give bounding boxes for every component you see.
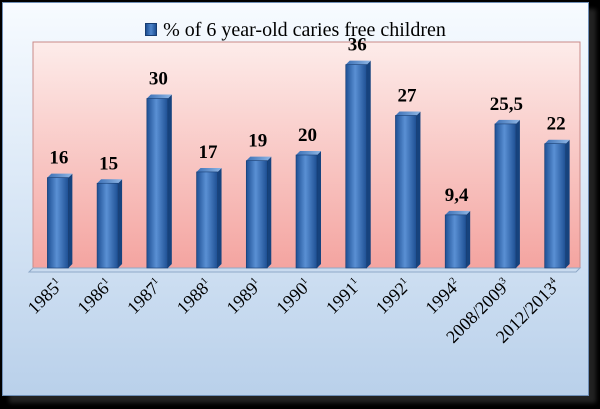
bar-front [146, 98, 169, 269]
x-tick-label: 19881 [173, 275, 216, 318]
x-tick-superscript: 1 [298, 275, 309, 286]
x-tick-superscript: 1 [249, 275, 260, 286]
bar-top [47, 173, 73, 178]
x-tick-superscript: 1 [348, 275, 359, 286]
x-tick-label: 19851 [24, 275, 67, 318]
bar-front [345, 64, 368, 269]
bar-top [146, 94, 172, 99]
bar-front [245, 160, 268, 269]
data-label: 22 [547, 114, 566, 135]
x-tick-label: 19871 [123, 275, 166, 318]
bar-side [167, 94, 172, 268]
bar-top [544, 139, 570, 144]
bar-side [118, 179, 123, 268]
data-label: 15 [99, 153, 118, 174]
bar-front [544, 143, 566, 269]
bar-top [445, 210, 471, 215]
bar-1985 [47, 173, 73, 269]
x-tick-superscript: 1 [99, 275, 110, 286]
bar-side [217, 167, 222, 268]
bar-front [96, 182, 119, 269]
bar-side [317, 151, 321, 268]
bar-1986 [96, 179, 123, 269]
bar-side [416, 111, 421, 268]
bar-side [267, 156, 272, 268]
bar-2012/2013 [544, 139, 570, 269]
x-tick-superscript: 1 [199, 275, 210, 286]
x-tick-label: 19921 [372, 275, 415, 318]
x-tick-superscript: 3 [497, 275, 508, 286]
bar-front [196, 171, 218, 269]
data-label: 25,5 [490, 94, 523, 115]
x-tick-label: 19901 [272, 275, 315, 318]
x-tick-label: 19891 [222, 275, 265, 318]
bar-top [246, 156, 272, 161]
bar-side [68, 173, 73, 268]
bar-side [515, 119, 520, 268]
legend: % of 6 year-old caries free children [3, 19, 588, 42]
x-tick-superscript: 4 [547, 275, 558, 286]
x-tick-label: 19942 [421, 275, 464, 318]
data-label: 36 [348, 35, 367, 56]
bar-top [395, 111, 421, 116]
bar-top [296, 151, 321, 155]
x-tick-label: 19911 [322, 275, 365, 318]
bar-side [565, 139, 570, 268]
x-tick-label: 19861 [73, 275, 116, 318]
bar-1991 [345, 60, 371, 269]
bar-top [345, 60, 371, 65]
bar-1992 [395, 111, 421, 269]
bar-front [444, 214, 467, 269]
bar-top [494, 119, 520, 124]
bar-front [395, 115, 417, 269]
data-label: 30 [149, 69, 168, 90]
plot-floor [27, 267, 582, 273]
bar-1989 [245, 156, 272, 269]
bar-top [196, 167, 222, 172]
bar-top [97, 179, 123, 184]
x-tick-superscript: 2 [448, 275, 459, 286]
bar-2008/2009 [494, 119, 520, 269]
bar-side [466, 210, 471, 268]
data-label: 9,4 [445, 185, 469, 206]
data-label: 27 [397, 85, 417, 106]
bar-front [295, 154, 318, 269]
data-label: 20 [298, 125, 317, 146]
bar-1988 [196, 167, 222, 269]
data-label: 19 [248, 131, 267, 152]
bar-1990 [295, 151, 321, 269]
data-label: 17 [199, 142, 219, 163]
bar-front [47, 177, 69, 269]
x-tick-superscript: 1 [149, 275, 160, 286]
x-tick-superscript: 1 [50, 275, 61, 286]
bar-side [366, 60, 371, 268]
bar-1994 [444, 210, 471, 269]
bar-1987 [146, 94, 172, 269]
bar-front [494, 123, 517, 269]
legend-swatch [145, 23, 158, 36]
x-tick-superscript: 1 [398, 275, 409, 286]
legend-label: % of 6 year-old caries free children [163, 19, 446, 41]
data-label: 16 [49, 148, 68, 169]
